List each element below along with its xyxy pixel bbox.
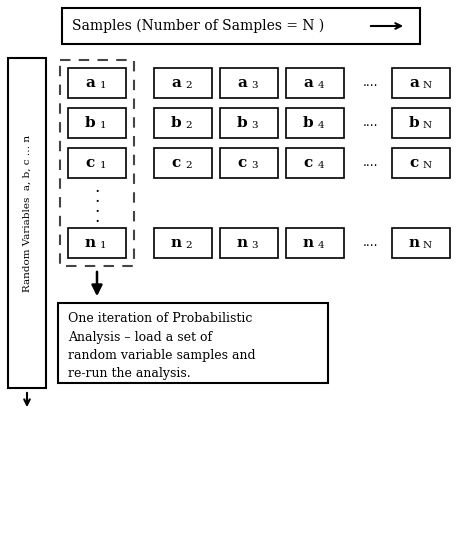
Text: ....: .... [363,77,379,90]
Text: ....: .... [363,116,379,129]
Bar [286,108,344,138]
Bar [220,148,278,178]
Text: c: c [238,156,247,170]
Text: 2: 2 [186,162,192,170]
Bar [68,68,126,98]
Bar [154,68,212,98]
Text: n: n [302,236,313,250]
Text: N: N [422,162,432,170]
Text: a: a [171,76,181,90]
Bar [392,108,450,138]
Text: 1: 1 [100,121,106,131]
Bar [392,68,450,98]
Text: Samples (Number of Samples = N ): Samples (Number of Samples = N ) [72,19,324,33]
Bar [286,228,344,258]
Text: c: c [171,156,181,170]
Text: b: b [85,116,95,130]
Text: c: c [303,156,313,170]
Text: a: a [409,76,419,90]
Text: b: b [303,116,313,130]
Text: ....: .... [363,157,379,170]
Text: .: . [94,189,100,207]
Text: 4: 4 [318,162,324,170]
Text: b: b [237,116,247,130]
Text: n: n [237,236,248,250]
Text: b: b [171,116,181,130]
Text: N: N [422,242,432,250]
Text: 3: 3 [251,82,258,90]
Text: N: N [422,82,432,90]
Text: N: N [422,121,432,131]
Text: a: a [237,76,247,90]
Text: 2: 2 [186,82,192,90]
Text: b: b [409,116,419,130]
Text: 2: 2 [186,121,192,131]
Text: a: a [303,76,313,90]
Text: c: c [85,156,94,170]
Text: .: . [94,209,100,226]
Text: 1: 1 [100,162,106,170]
Bar [68,228,126,258]
Text: 3: 3 [251,162,258,170]
Bar [220,68,278,98]
Text: n: n [408,236,419,250]
Bar [154,108,212,138]
Bar [154,228,212,258]
Text: c: c [409,156,419,170]
Bar [286,148,344,178]
Text: 4: 4 [318,82,324,90]
Text: 1: 1 [100,82,106,90]
Text: 4: 4 [318,121,324,131]
Text: 1: 1 [100,242,106,250]
Bar [60,60,134,266]
Bar [392,228,450,258]
Text: a: a [85,76,95,90]
Bar [220,228,278,258]
Bar [220,108,278,138]
Text: n: n [170,236,181,250]
Text: .: . [94,200,100,217]
Bar [62,8,420,44]
Text: 3: 3 [251,242,258,250]
Text: n: n [84,236,95,250]
Bar [58,303,328,383]
Text: .: . [94,180,100,196]
Text: One iteration of Probabilistic
Analysis – load a set of
random variable samples : One iteration of Probabilistic Analysis … [68,312,256,380]
Bar [392,148,450,178]
Bar [154,148,212,178]
Text: 3: 3 [251,121,258,131]
Text: 2: 2 [186,242,192,250]
Bar [286,68,344,98]
Bar [68,108,126,138]
Bar [8,58,46,388]
Text: ....: .... [363,237,379,250]
Bar [68,148,126,178]
Text: 4: 4 [318,242,324,250]
Text: Random Variables  a, b, c … n: Random Variables a, b, c … n [23,134,31,292]
